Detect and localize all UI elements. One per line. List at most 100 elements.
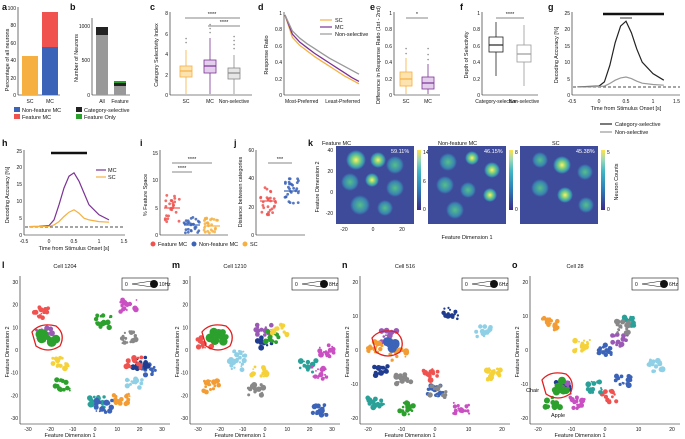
sig-label: ****	[506, 12, 515, 18]
feature-point	[318, 346, 321, 349]
y-tick: 20	[182, 303, 188, 309]
panel-b-ytick: 500	[82, 58, 91, 64]
feature-point	[215, 378, 220, 383]
active-point	[40, 337, 47, 343]
panel-h-ylabel: Decoding Accuracy [%]	[5, 166, 11, 223]
scatter-point	[272, 197, 276, 201]
sig-label: *	[416, 12, 419, 18]
feature-point	[378, 370, 383, 375]
feature-point	[209, 343, 215, 349]
scatter-point	[292, 186, 295, 190]
panel-g-xtick: -0.5	[568, 99, 577, 105]
feature-point	[627, 381, 630, 383]
feature-point	[87, 395, 93, 401]
feature-point	[410, 403, 416, 409]
feature-point	[615, 339, 621, 345]
feature-point	[269, 322, 274, 328]
feature-point	[125, 309, 128, 311]
panel-h-xtick: 0.5	[71, 239, 78, 245]
scatter-point	[265, 187, 269, 191]
outliers: +++++++++	[185, 22, 236, 51]
xlabel: Feature Dimension 1	[554, 433, 605, 439]
feature-point	[264, 339, 267, 342]
y-tick: 30	[12, 280, 18, 286]
box-nonsel	[516, 25, 532, 86]
feature-point	[103, 399, 110, 406]
feature-point	[133, 306, 136, 309]
ylabel: Feature Dimension 2	[5, 326, 11, 377]
feature-point	[618, 382, 622, 386]
rate-scale-min: 0	[295, 282, 298, 288]
legend-mc: MC	[108, 168, 117, 174]
feature-point	[543, 404, 547, 407]
y-tick: -30	[11, 416, 18, 422]
feature-point	[238, 361, 242, 364]
scatter-point	[193, 227, 197, 231]
colorbar	[601, 150, 605, 210]
legend-sc: SC	[250, 242, 258, 248]
panel-f-ylabel: Depth of Selectivity	[464, 31, 470, 78]
feature-point	[457, 407, 460, 410]
cell-title: Cell 1210	[223, 264, 246, 270]
ylabel: Feature Dimension 2	[345, 326, 351, 377]
feature-point	[474, 329, 479, 334]
bar-feature-only	[114, 81, 126, 83]
feature-point	[601, 350, 606, 355]
series-line-category-selective	[577, 20, 665, 88]
feature-point	[267, 334, 273, 340]
feature-point	[585, 381, 592, 388]
panel-n: n Cell 516 Feature Dimension 2 Feature D…	[342, 260, 436, 439]
sig-label: ****	[178, 166, 187, 172]
feature-point	[195, 344, 202, 350]
box-mc	[203, 38, 217, 94]
scatter-point	[177, 197, 181, 201]
y-tick: 0	[355, 348, 358, 354]
panel-g-xtick: 1	[652, 99, 655, 105]
feature-point	[138, 366, 143, 370]
x-tick: -20	[534, 427, 541, 433]
feature-point	[382, 402, 385, 406]
x-tick: 10	[636, 427, 642, 433]
feature-point	[328, 354, 331, 356]
map-title: Feature MC	[322, 141, 351, 147]
panel-a-ytick: 100	[8, 6, 17, 12]
feature-point	[463, 409, 467, 413]
y-tick: 20	[352, 280, 358, 286]
x-tick: 0	[604, 427, 607, 433]
panel-a-label: a	[2, 2, 8, 12]
feature-point	[64, 362, 67, 365]
feature-point	[133, 334, 137, 338]
feature-point	[118, 309, 123, 314]
feature-point	[325, 354, 329, 358]
feature-point	[466, 409, 470, 413]
y-tick: 30	[182, 280, 188, 286]
feature-point	[52, 383, 58, 389]
scatter-point	[272, 205, 276, 209]
scatter-point	[287, 185, 290, 189]
x-tick: -20	[47, 427, 54, 433]
feature-point	[601, 345, 605, 349]
feature-point	[550, 400, 556, 405]
scatter-point	[262, 206, 266, 210]
feature-point	[203, 379, 206, 383]
feature-point	[57, 389, 61, 392]
feature-point	[51, 356, 55, 360]
rate-scale-dot	[490, 280, 498, 288]
ylabel: Feature Dimension 2	[515, 326, 521, 377]
feature-point	[113, 400, 119, 406]
feature-point	[305, 364, 311, 371]
feature-point	[122, 340, 127, 345]
panel-label: o	[512, 260, 518, 270]
panel-f-ytick: 1	[477, 11, 480, 17]
feature-point	[497, 367, 503, 373]
scatter-point	[165, 194, 169, 197]
feature-point	[456, 314, 460, 317]
feature-point	[591, 381, 597, 386]
y-tick: 0	[525, 348, 528, 354]
feature-point	[119, 397, 124, 402]
feature-point	[624, 338, 628, 343]
feature-point	[485, 332, 488, 335]
feature-point	[319, 406, 325, 412]
map-percent: 59.11%	[391, 149, 409, 155]
cell-title: Cell 1204	[53, 264, 76, 270]
